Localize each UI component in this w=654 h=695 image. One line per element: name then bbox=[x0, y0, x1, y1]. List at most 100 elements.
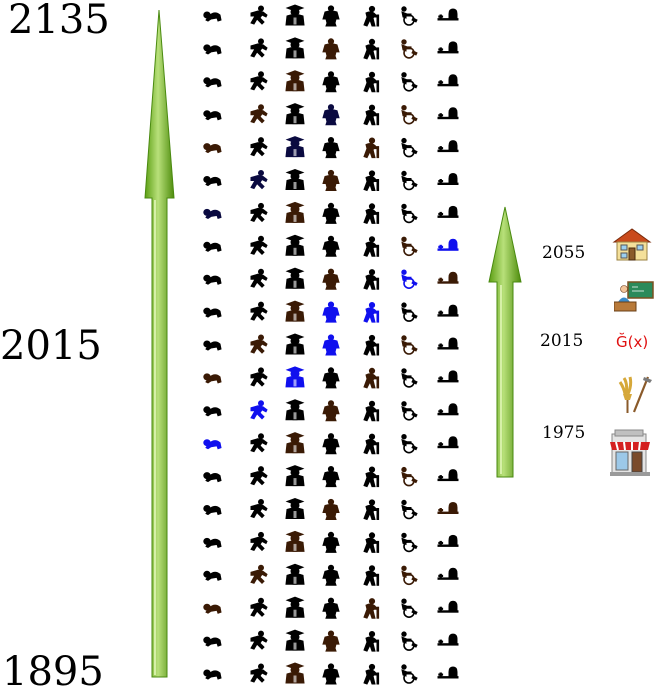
wheelchair-icon bbox=[400, 532, 418, 553]
crawling-baby-icon bbox=[203, 77, 222, 88]
gravestone-icon bbox=[437, 633, 459, 646]
teacher-icon bbox=[614, 281, 654, 312]
crawling-baby-icon bbox=[203, 636, 222, 647]
wheelchair-icon bbox=[400, 302, 418, 322]
graduate-icon bbox=[285, 399, 305, 421]
adult-silhouette-icon bbox=[322, 466, 340, 488]
gravestone-icon bbox=[437, 666, 459, 679]
adult-silhouette-icon bbox=[322, 71, 340, 93]
elderly-with-cane-icon bbox=[363, 598, 380, 619]
gravestone-icon bbox=[437, 469, 459, 482]
elderly-with-cane-icon bbox=[363, 565, 380, 586]
elderly-with-cane-icon bbox=[363, 137, 380, 159]
wheelchair-icon bbox=[400, 236, 418, 257]
graduate-icon bbox=[285, 629, 305, 651]
running-child-icon bbox=[250, 170, 268, 189]
gravestone-icon bbox=[437, 74, 459, 87]
graduate-icon bbox=[285, 432, 305, 454]
crawling-baby-icon bbox=[203, 110, 222, 121]
graduate-icon bbox=[285, 662, 305, 684]
graduate-icon bbox=[285, 70, 305, 92]
elderly-with-cane-icon bbox=[363, 400, 380, 422]
crawling-baby-icon bbox=[203, 143, 222, 154]
wheelchair-icon bbox=[400, 499, 418, 520]
wheelchair-icon bbox=[400, 598, 418, 619]
adult-silhouette-icon bbox=[322, 5, 340, 27]
elderly-with-cane-icon bbox=[363, 269, 380, 290]
elderly-with-cane-icon bbox=[363, 433, 380, 455]
graduate-icon bbox=[285, 267, 305, 289]
elderly-with-cane-icon bbox=[363, 367, 380, 389]
wheelchair-icon bbox=[400, 334, 418, 355]
shop-icon bbox=[610, 429, 650, 476]
elderly-with-cane-icon bbox=[363, 236, 380, 257]
gravestone-icon bbox=[437, 534, 459, 547]
adult-silhouette-icon bbox=[322, 301, 340, 323]
gravestone-icon bbox=[437, 304, 459, 317]
crawling-baby-icon bbox=[203, 505, 222, 515]
running-child-icon bbox=[250, 597, 268, 617]
crawling-baby-icon bbox=[203, 603, 222, 614]
house-icon bbox=[612, 228, 652, 261]
wheelchair-icon bbox=[400, 203, 418, 224]
running-child-icon bbox=[250, 202, 268, 222]
secondary-year-top: 2055 bbox=[542, 243, 586, 263]
graduate-icon bbox=[285, 596, 305, 618]
graduate-icon bbox=[285, 103, 305, 125]
crawling-baby-icon bbox=[203, 241, 222, 252]
crawling-baby-icon bbox=[203, 373, 222, 384]
formula-text: Ğ(x) bbox=[616, 333, 649, 351]
running-child-icon bbox=[250, 5, 268, 25]
adult-silhouette-icon bbox=[322, 498, 340, 520]
crawling-baby-icon bbox=[203, 274, 222, 285]
crawling-baby-icon bbox=[203, 340, 222, 351]
gravestone-icon bbox=[437, 140, 459, 153]
adult-silhouette-icon bbox=[322, 235, 340, 257]
running-child-icon bbox=[250, 564, 268, 584]
graduate-icon bbox=[285, 169, 305, 190]
gravestone-icon bbox=[437, 370, 459, 383]
elderly-with-cane-icon bbox=[363, 631, 380, 652]
elderly-with-cane-icon bbox=[363, 334, 380, 356]
elderly-with-cane-icon bbox=[363, 302, 380, 323]
elderly-with-cane-icon bbox=[363, 104, 380, 126]
adult-silhouette-icon bbox=[322, 597, 340, 619]
graduate-icon bbox=[285, 4, 305, 26]
adult-silhouette-icon bbox=[322, 38, 340, 60]
elderly-with-cane-icon bbox=[363, 170, 380, 191]
adult-silhouette-icon bbox=[322, 334, 340, 356]
running-child-icon bbox=[250, 367, 268, 387]
graduate-icon bbox=[285, 333, 305, 355]
wheelchair-icon bbox=[400, 38, 418, 59]
running-child-icon bbox=[250, 663, 268, 683]
adult-silhouette-icon bbox=[322, 104, 340, 126]
running-child-icon bbox=[250, 38, 268, 58]
wheelchair-icon bbox=[400, 137, 418, 158]
running-child-icon bbox=[250, 104, 268, 124]
wheelchair-icon bbox=[400, 269, 418, 290]
gravestone-icon bbox=[437, 567, 459, 580]
gravestone-icon bbox=[437, 205, 459, 218]
graduate-icon bbox=[285, 201, 305, 223]
gravestone-icon bbox=[437, 600, 459, 613]
crawling-baby-icon bbox=[203, 176, 222, 186]
adult-silhouette-icon bbox=[322, 663, 340, 685]
elderly-with-cane-icon bbox=[363, 5, 380, 27]
adult-silhouette-icon bbox=[322, 268, 340, 290]
elderly-with-cane-icon bbox=[363, 499, 380, 520]
adult-silhouette-icon bbox=[322, 400, 340, 422]
gravestone-icon bbox=[437, 502, 459, 514]
graduate-icon bbox=[285, 136, 305, 158]
graduate-icon bbox=[285, 563, 305, 585]
adult-silhouette-icon bbox=[322, 202, 340, 224]
wheelchair-icon bbox=[400, 71, 418, 92]
wheelchair-icon bbox=[400, 466, 418, 487]
adult-silhouette-icon bbox=[322, 169, 340, 191]
graduate-icon bbox=[285, 37, 305, 59]
gravestone-icon bbox=[437, 41, 459, 54]
farming-tools-icon bbox=[618, 376, 652, 413]
crawling-baby-icon bbox=[203, 669, 222, 680]
timeline-year-middle: 2015 bbox=[0, 323, 102, 369]
